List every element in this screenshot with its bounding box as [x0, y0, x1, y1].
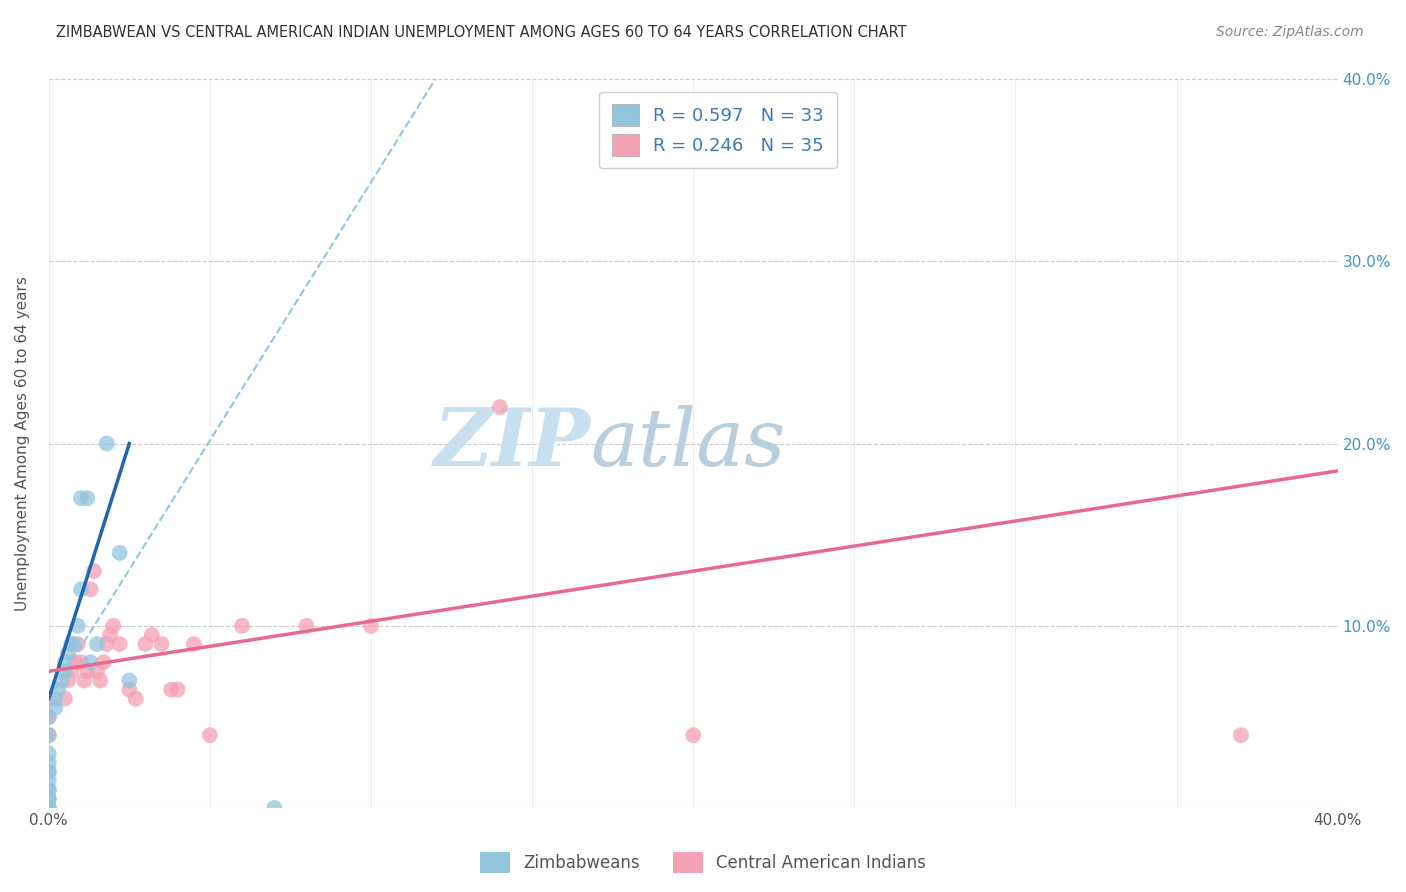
Point — [134, 637, 156, 651]
Point — [38, 773, 60, 788]
Point — [79, 582, 101, 597]
Point — [231, 619, 253, 633]
Legend: Zimbabweans, Central American Indians: Zimbabweans, Central American Indians — [472, 846, 934, 880]
Point — [76, 491, 98, 506]
Point — [38, 747, 60, 761]
Point — [53, 655, 76, 669]
Point — [73, 673, 96, 688]
Point — [295, 619, 318, 633]
Point — [125, 691, 148, 706]
Point — [56, 673, 79, 688]
Text: atlas: atlas — [591, 405, 786, 483]
Point — [38, 801, 60, 815]
Point — [89, 673, 111, 688]
Point — [118, 673, 141, 688]
Point — [38, 756, 60, 770]
Point — [38, 782, 60, 797]
Point — [60, 665, 83, 679]
Point — [682, 728, 704, 742]
Point — [38, 801, 60, 815]
Point — [60, 637, 83, 651]
Point — [63, 655, 86, 669]
Point — [44, 701, 66, 715]
Point — [76, 665, 98, 679]
Point — [141, 628, 163, 642]
Point — [70, 655, 93, 669]
Point — [53, 691, 76, 706]
Point — [66, 619, 89, 633]
Point — [86, 665, 108, 679]
Point — [103, 619, 125, 633]
Point — [38, 728, 60, 742]
Point — [150, 637, 173, 651]
Text: ZIP: ZIP — [433, 405, 591, 483]
Point — [118, 682, 141, 697]
Y-axis label: Unemployment Among Ages 60 to 64 years: Unemployment Among Ages 60 to 64 years — [15, 277, 30, 611]
Point — [38, 691, 60, 706]
Point — [108, 546, 131, 560]
Point — [93, 655, 115, 669]
Point — [38, 764, 60, 779]
Point — [53, 665, 76, 679]
Point — [70, 491, 93, 506]
Point — [360, 619, 382, 633]
Point — [489, 400, 512, 414]
Point — [1230, 728, 1253, 742]
Point — [38, 792, 60, 806]
Point — [86, 637, 108, 651]
Point — [66, 637, 89, 651]
Text: ZIMBABWEAN VS CENTRAL AMERICAN INDIAN UNEMPLOYMENT AMONG AGES 60 TO 64 YEARS COR: ZIMBABWEAN VS CENTRAL AMERICAN INDIAN UN… — [56, 25, 907, 40]
Point — [198, 728, 221, 742]
Point — [160, 682, 183, 697]
Point — [79, 655, 101, 669]
Point — [98, 628, 121, 642]
Point — [263, 801, 285, 815]
Point — [108, 637, 131, 651]
Text: Source: ZipAtlas.com: Source: ZipAtlas.com — [1216, 25, 1364, 39]
Point — [183, 637, 205, 651]
Point — [38, 782, 60, 797]
Point — [38, 764, 60, 779]
Point — [166, 682, 188, 697]
Point — [38, 801, 60, 815]
Point — [83, 564, 105, 578]
Point — [38, 710, 60, 724]
Point — [70, 582, 93, 597]
Point — [51, 673, 73, 688]
Point — [44, 691, 66, 706]
Point — [48, 682, 70, 697]
Point — [63, 637, 86, 651]
Point — [38, 792, 60, 806]
Point — [56, 646, 79, 660]
Point — [38, 710, 60, 724]
Point — [96, 637, 118, 651]
Point — [96, 436, 118, 450]
Point — [38, 728, 60, 742]
Legend: R = 0.597   N = 33, R = 0.246   N = 35: R = 0.597 N = 33, R = 0.246 N = 35 — [599, 92, 837, 169]
